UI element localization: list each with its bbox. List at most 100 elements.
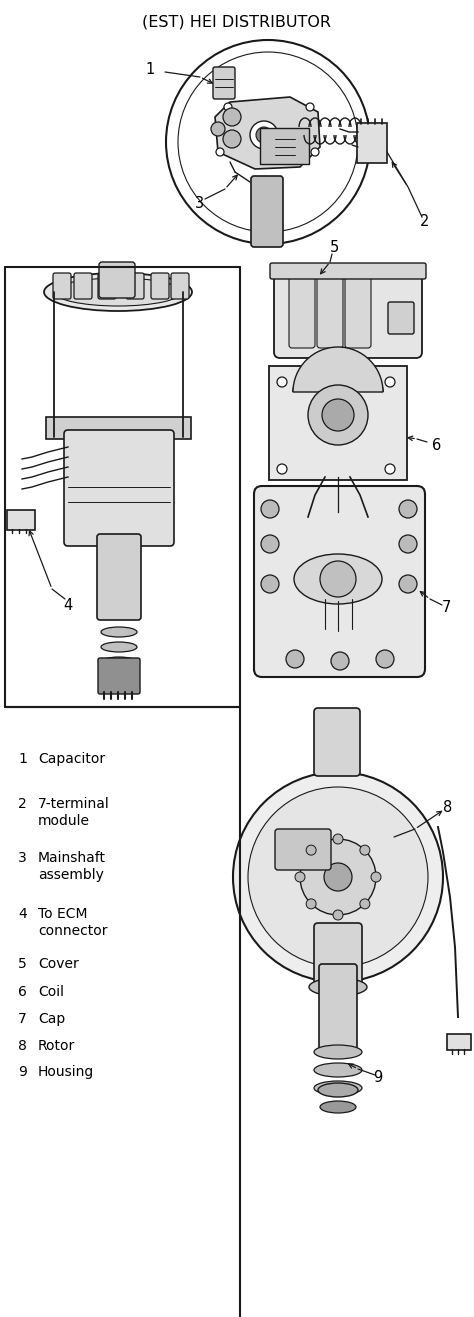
Text: 6: 6 xyxy=(432,437,441,453)
Circle shape xyxy=(233,772,443,982)
FancyBboxPatch shape xyxy=(345,277,371,348)
Circle shape xyxy=(300,839,376,915)
Circle shape xyxy=(261,535,279,553)
FancyBboxPatch shape xyxy=(447,1034,471,1050)
Circle shape xyxy=(84,421,100,437)
FancyBboxPatch shape xyxy=(98,273,116,299)
FancyBboxPatch shape xyxy=(99,262,135,298)
Polygon shape xyxy=(215,97,320,169)
FancyBboxPatch shape xyxy=(270,263,426,279)
Text: 7: 7 xyxy=(441,599,451,615)
Ellipse shape xyxy=(101,641,137,652)
FancyBboxPatch shape xyxy=(251,176,283,248)
FancyBboxPatch shape xyxy=(7,510,35,529)
Ellipse shape xyxy=(314,1081,362,1094)
Text: 9: 9 xyxy=(18,1065,27,1079)
Circle shape xyxy=(371,872,381,882)
Text: 4: 4 xyxy=(18,907,27,921)
Circle shape xyxy=(385,464,395,474)
Circle shape xyxy=(277,377,287,387)
FancyBboxPatch shape xyxy=(275,828,331,871)
Text: (EST) HEI DISTRIBUTOR: (EST) HEI DISTRIBUTOR xyxy=(143,14,331,29)
FancyBboxPatch shape xyxy=(319,964,357,1050)
Circle shape xyxy=(324,863,352,892)
Text: 1: 1 xyxy=(18,752,27,766)
Ellipse shape xyxy=(314,1044,362,1059)
Text: Housing: Housing xyxy=(38,1065,94,1079)
Text: 2: 2 xyxy=(420,215,430,229)
FancyBboxPatch shape xyxy=(171,273,189,299)
Text: module: module xyxy=(38,814,90,828)
Circle shape xyxy=(399,576,417,593)
Circle shape xyxy=(223,130,241,148)
FancyBboxPatch shape xyxy=(151,273,169,299)
Circle shape xyxy=(333,834,343,844)
FancyBboxPatch shape xyxy=(269,366,407,479)
Text: 5: 5 xyxy=(329,240,338,254)
Text: 8: 8 xyxy=(443,799,453,814)
Circle shape xyxy=(306,103,314,111)
Circle shape xyxy=(320,561,356,597)
Circle shape xyxy=(308,385,368,445)
Text: 7: 7 xyxy=(18,1011,27,1026)
FancyBboxPatch shape xyxy=(314,709,360,776)
Circle shape xyxy=(216,148,224,155)
FancyBboxPatch shape xyxy=(357,122,387,163)
Text: Cover: Cover xyxy=(38,957,79,971)
Text: 8: 8 xyxy=(18,1039,27,1054)
Circle shape xyxy=(360,846,370,855)
Text: Mainshaft: Mainshaft xyxy=(38,851,106,865)
Ellipse shape xyxy=(318,1083,358,1097)
Text: assembly: assembly xyxy=(38,868,104,882)
FancyBboxPatch shape xyxy=(126,273,144,299)
Ellipse shape xyxy=(320,1101,356,1113)
Wedge shape xyxy=(293,346,383,392)
Circle shape xyxy=(57,421,73,437)
Ellipse shape xyxy=(294,554,382,605)
FancyBboxPatch shape xyxy=(97,533,141,620)
Circle shape xyxy=(164,421,180,437)
Text: 2: 2 xyxy=(18,797,27,811)
Circle shape xyxy=(286,651,304,668)
FancyBboxPatch shape xyxy=(254,486,425,677)
Circle shape xyxy=(376,651,394,668)
Ellipse shape xyxy=(54,278,182,306)
Circle shape xyxy=(306,900,316,909)
Circle shape xyxy=(223,108,241,126)
Circle shape xyxy=(311,148,319,155)
Circle shape xyxy=(385,377,395,387)
Circle shape xyxy=(261,500,279,518)
Text: To ECM: To ECM xyxy=(38,907,88,921)
Ellipse shape xyxy=(101,657,137,666)
Circle shape xyxy=(322,399,354,431)
Ellipse shape xyxy=(309,979,367,996)
FancyBboxPatch shape xyxy=(314,923,362,990)
Text: Cap: Cap xyxy=(38,1011,65,1026)
Circle shape xyxy=(248,788,428,967)
Text: connector: connector xyxy=(38,925,108,938)
Circle shape xyxy=(277,464,287,474)
Circle shape xyxy=(295,872,305,882)
Text: 3: 3 xyxy=(18,851,27,865)
FancyBboxPatch shape xyxy=(388,302,414,335)
FancyBboxPatch shape xyxy=(98,658,140,694)
Text: 5: 5 xyxy=(18,957,27,971)
FancyBboxPatch shape xyxy=(53,273,71,299)
Ellipse shape xyxy=(101,672,137,682)
Circle shape xyxy=(261,576,279,593)
FancyBboxPatch shape xyxy=(317,277,343,348)
Text: Coil: Coil xyxy=(38,985,64,1000)
Circle shape xyxy=(306,846,316,855)
FancyBboxPatch shape xyxy=(64,429,174,547)
Circle shape xyxy=(360,900,370,909)
Text: 3: 3 xyxy=(195,196,205,212)
Text: Rotor: Rotor xyxy=(38,1039,75,1054)
Text: 7-terminal: 7-terminal xyxy=(38,797,110,811)
Text: 9: 9 xyxy=(374,1069,383,1084)
Circle shape xyxy=(333,910,343,921)
FancyBboxPatch shape xyxy=(260,128,309,165)
Circle shape xyxy=(399,535,417,553)
Circle shape xyxy=(250,121,278,149)
Text: 6: 6 xyxy=(18,985,27,1000)
FancyBboxPatch shape xyxy=(46,417,191,439)
